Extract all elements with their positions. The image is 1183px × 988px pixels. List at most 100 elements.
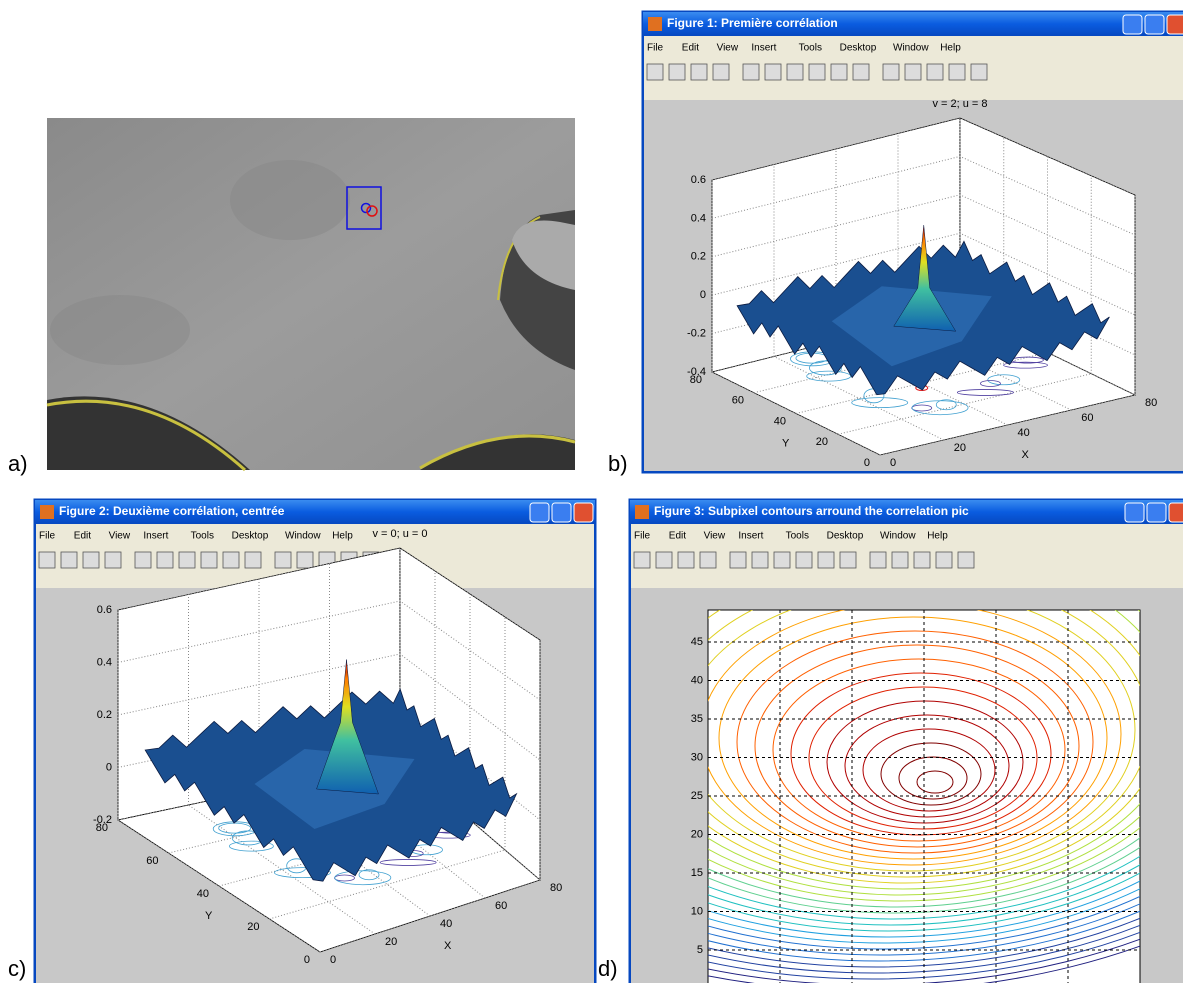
toolbar-button[interactable] [751,551,769,569]
floor-contour [935,399,957,411]
window-button[interactable] [1124,502,1145,523]
contour-line [708,917,1140,968]
contour-line [708,846,1140,914]
toolbar-button[interactable] [808,63,826,81]
toolbar-button[interactable] [891,551,909,569]
contour-line [708,610,1136,872]
toolbar-button[interactable] [60,551,78,569]
window-button[interactable] [529,502,550,523]
menu-item[interactable]: View [717,43,739,54]
panel-label: b) [608,451,628,476]
toolbar-button[interactable] [712,63,730,81]
toolbar-button[interactable] [296,551,314,569]
panel-label: c) [8,956,26,981]
toolbar-button[interactable] [222,551,240,569]
toolbar-button[interactable] [646,63,664,81]
toolbar-button[interactable] [82,551,100,569]
menu-item[interactable]: File [647,43,664,54]
menu-item[interactable]: Window [285,531,321,542]
x-axis-label: X [1022,449,1030,461]
menu-item[interactable]: File [39,531,56,542]
grid-line [753,330,1004,394]
toolbar-button[interactable] [699,551,717,569]
toolbar-button[interactable] [830,63,848,81]
menu-item[interactable]: Tools [786,531,809,542]
menu-item[interactable]: File [634,531,651,542]
menu-item[interactable]: Insert [738,531,763,542]
close-button[interactable] [1166,14,1183,35]
toolbar-button[interactable] [935,551,953,569]
close-button[interactable] [573,502,594,523]
toolbar-button[interactable] [156,551,174,569]
toolbar-button[interactable] [957,551,975,569]
window-button[interactable] [1146,502,1167,523]
menu-item[interactable]: Window [893,43,929,54]
surface-peak [316,659,379,795]
toolbar-button[interactable] [970,63,988,81]
toolbar-button[interactable] [104,551,122,569]
toolbar-button[interactable] [668,63,686,81]
menu-item[interactable]: Window [880,531,916,542]
toolbar-button[interactable] [839,551,857,569]
toolbar-button[interactable] [729,551,747,569]
menu-item[interactable]: Help [927,531,948,542]
toolbar-button[interactable] [274,551,292,569]
floor-contour [987,374,1021,386]
menu-item[interactable]: Edit [74,531,91,542]
x-tick-label: 80 [550,882,562,894]
x-tick-label: 0 [330,954,336,966]
menu-item[interactable]: View [109,531,131,542]
toolbar-button[interactable] [786,63,804,81]
window-button[interactable] [1122,14,1143,35]
menu-item[interactable]: Help [332,531,353,542]
toolbar-button[interactable] [134,551,152,569]
window-button[interactable] [1144,14,1165,35]
y-tick-label: 0 [304,954,310,966]
toolbar-button[interactable] [926,63,944,81]
toolbar-button[interactable] [742,63,760,81]
close-button[interactable] [1168,502,1183,523]
z-tick-label: 0.2 [97,709,112,721]
toolbar-button[interactable] [244,551,262,569]
window-title: Figure 1: Première corrélation [667,16,838,30]
toolbar-button[interactable] [655,551,673,569]
menu-item[interactable]: Tools [799,43,822,54]
toolbar-button[interactable] [948,63,966,81]
menu-item[interactable]: Insert [751,43,776,54]
contour-line [708,610,1140,878]
menu-item[interactable]: View [704,531,726,542]
toolbar-button[interactable] [795,551,813,569]
menu-item[interactable]: Edit [682,43,699,54]
toolbar-button[interactable] [633,551,651,569]
toolbar-button[interactable] [882,63,900,81]
contour-line [880,742,982,806]
contour-line [708,864,1140,926]
toolbar-button[interactable] [764,63,782,81]
toolbar-button[interactable] [773,551,791,569]
toolbar-button[interactable] [178,551,196,569]
menu-item[interactable]: Edit [669,531,686,542]
toolbar-button[interactable] [690,63,708,81]
toolbar-button[interactable] [913,551,931,569]
menu-item[interactable]: Help [940,43,961,54]
toolbar-button[interactable] [200,551,218,569]
menu-item[interactable]: Tools [191,531,214,542]
toolbar-button[interactable] [852,63,870,81]
window-button[interactable] [551,502,572,523]
toolbar-button[interactable] [38,551,56,569]
menu-item[interactable]: Insert [143,531,168,542]
grid-line [711,371,881,456]
toolbar-button[interactable] [677,551,695,569]
menu-item[interactable]: Desktop [827,531,864,542]
y-tick-label: 20 [247,921,259,933]
menu-item[interactable]: Desktop [232,531,269,542]
toolbar-button[interactable] [817,551,835,569]
toolbar-button[interactable] [904,63,922,81]
z-tick-label: 0.4 [97,656,112,668]
floor-contour [851,397,909,409]
y-tick-label: 40 [774,415,786,427]
window-title: Figure 3: Subpixel contours arround the … [654,504,969,518]
menu-item[interactable]: Desktop [840,43,877,54]
toolbar-button[interactable] [869,551,887,569]
floor-contour [1003,361,1048,369]
